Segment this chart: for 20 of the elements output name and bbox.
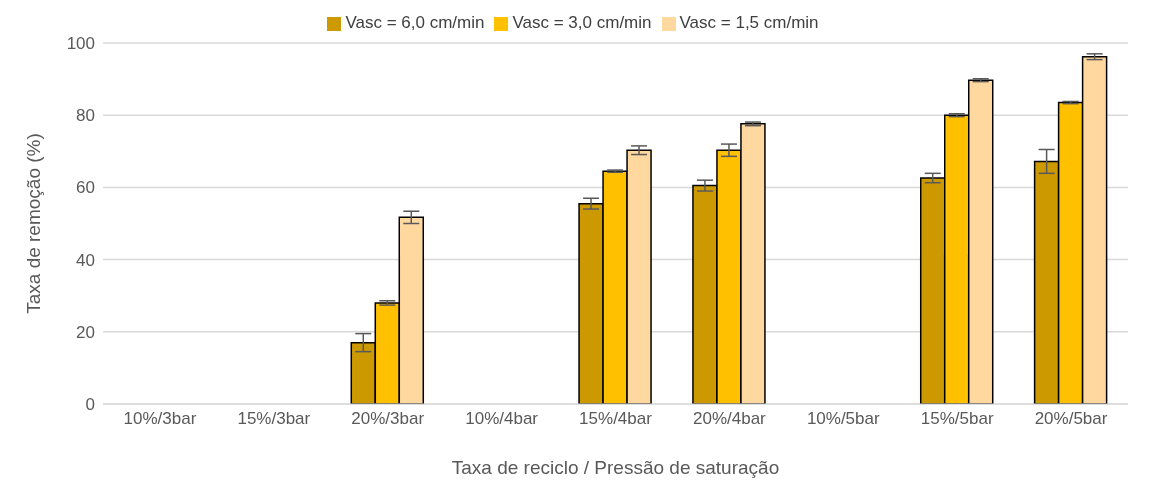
x-tick-label: 10%/3bar	[123, 409, 197, 429]
y-tick-label: 100	[66, 34, 95, 54]
y-axis-title: Taxa de remoção (%)	[22, 133, 44, 314]
y-tick-label: 40	[76, 250, 95, 270]
y-tick-label: 80	[76, 106, 95, 126]
x-tick-label: 20%/4bar	[693, 409, 767, 429]
y-tick-label: 60	[76, 178, 95, 198]
x-axis-title: Taxa de reciclo / Pressão de saturação	[451, 457, 780, 478]
x-tick-label: 15%/4bar	[579, 409, 653, 429]
x-tick-label: 15%/3bar	[237, 409, 311, 429]
legend-label: Vasc = 6,0 cm/min	[345, 13, 485, 32]
x-tick-label: 20%/5bar	[1034, 409, 1108, 429]
x-tick-label: 20%/3bar	[351, 409, 425, 429]
x-tick-label: 10%/4bar	[465, 409, 539, 429]
y-tick-label: 0	[85, 395, 95, 415]
legend-label: Vasc = 3,0 cm/min	[512, 13, 652, 32]
y-tick-label: 20	[76, 322, 95, 342]
x-tick-label: 10%/5bar	[806, 409, 880, 429]
x-tick-label: 15%/5bar	[920, 409, 994, 429]
legend-label: Vasc = 1,5 cm/min	[679, 13, 819, 32]
